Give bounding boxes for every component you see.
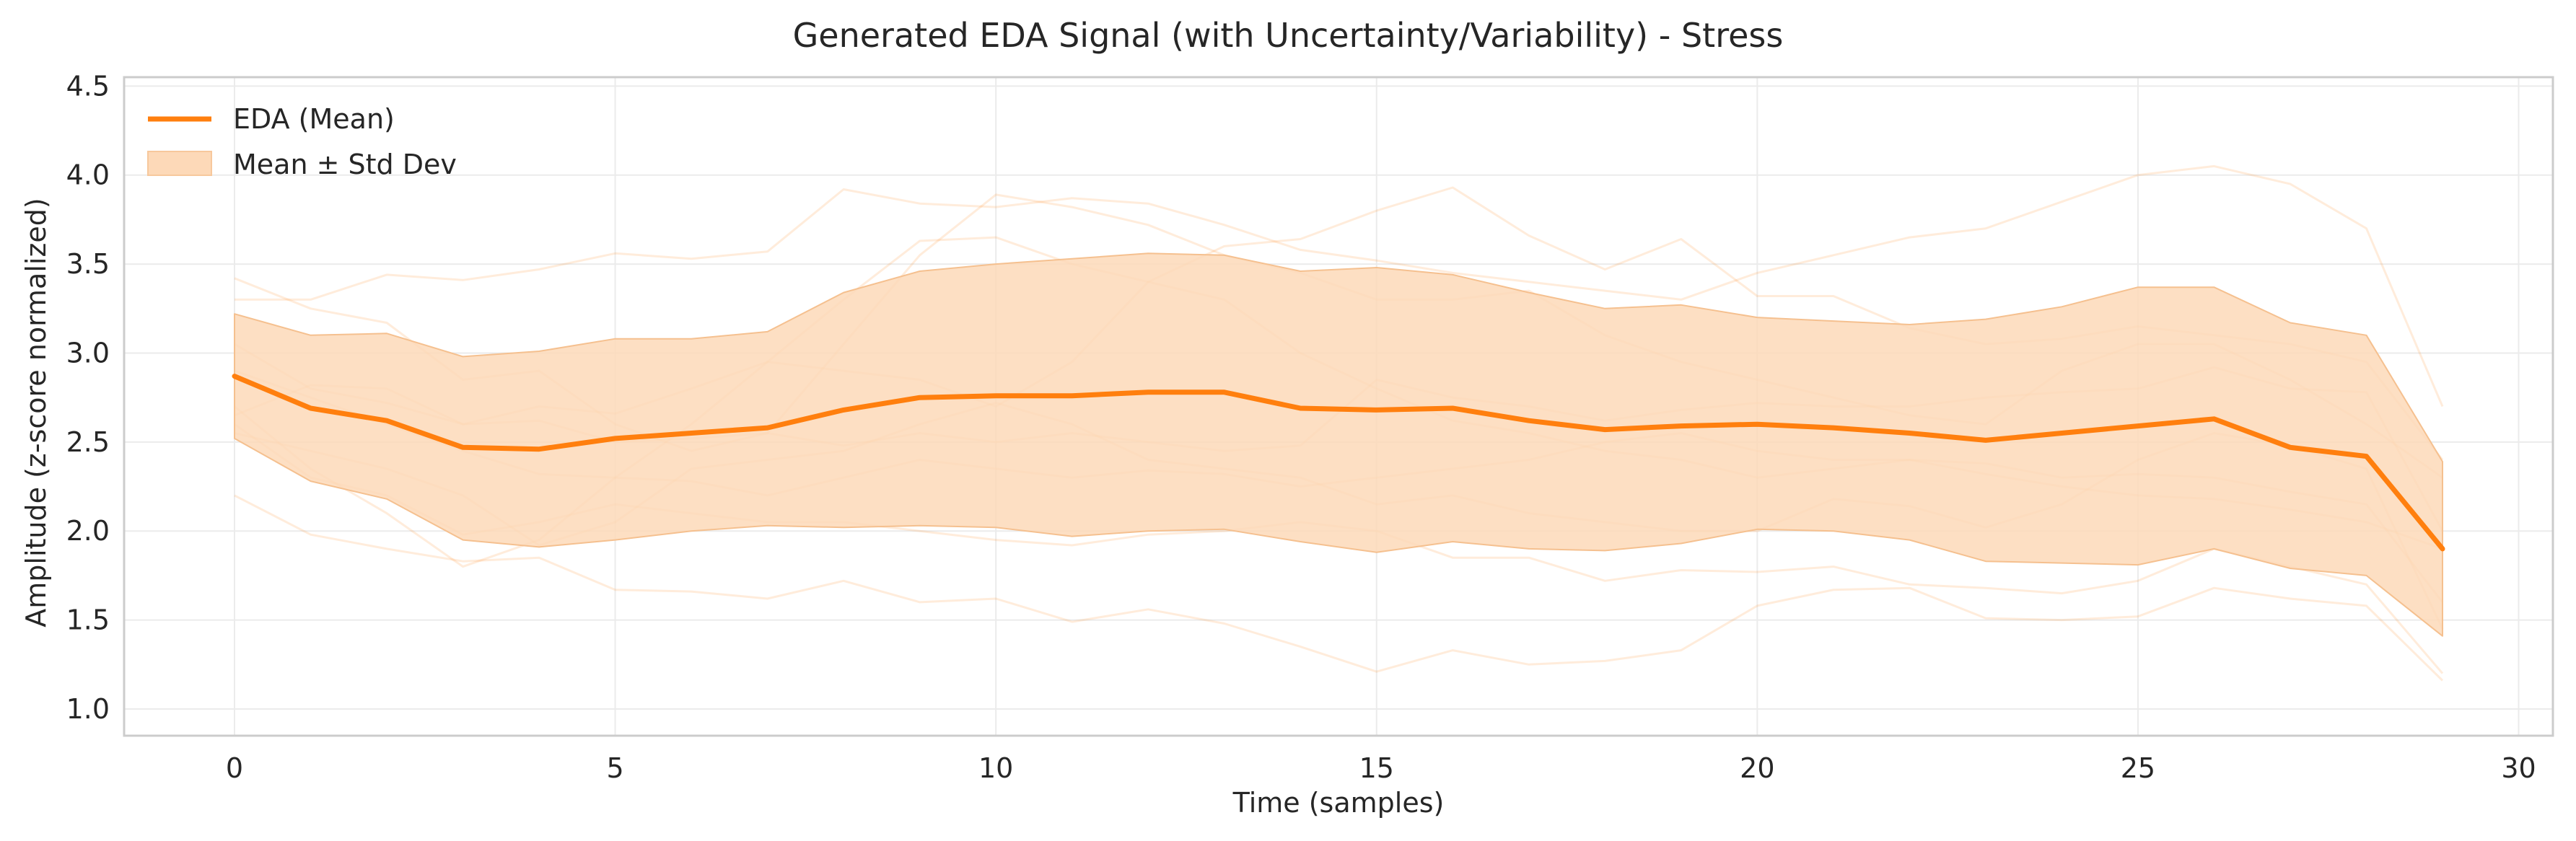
y-tick-label: 1.5 [66, 604, 110, 636]
sample-line [234, 494, 2444, 682]
x-tick-label: 25 [2121, 752, 2155, 784]
mean-line-layer [232, 374, 2445, 552]
std-band-layer [234, 252, 2443, 637]
y-tick-label: 2.5 [66, 426, 110, 458]
x-tick-label: 0 [226, 752, 243, 784]
legend-band-swatch [147, 151, 212, 176]
sample-line [235, 164, 2444, 408]
legend-mean-label: EDA (Mean) [233, 103, 395, 135]
x-tick-label: 20 [1740, 752, 1774, 784]
legend: EDA (Mean) Mean ± Std Dev [147, 103, 457, 180]
std-dev-band [234, 252, 2443, 637]
x-tick-label: 15 [1359, 752, 1394, 784]
y-tick-label: 1.0 [66, 693, 110, 725]
y-tick-label: 3.0 [66, 337, 110, 369]
x-tick-label: 10 [978, 752, 1013, 784]
y-tick-label: 3.5 [66, 248, 110, 280]
x-axis-title: Time (samples) [1232, 787, 1445, 819]
y-tick-label: 4.5 [66, 70, 110, 102]
y-tick-label: 2.0 [66, 515, 110, 547]
mean-line [232, 374, 2445, 552]
y-tick-label: 4.0 [66, 159, 110, 191]
y-axis-title: Amplitude (z-score normalized) [20, 198, 52, 627]
x-tick-label: 30 [2501, 752, 2536, 784]
tick-labels-layer: 0 5 10 15 20 25 30 1.0 1.5 2.0 2.5 3.0 3.5 4.0 4.5 [66, 70, 2536, 784]
x-tick-label: 5 [606, 752, 623, 784]
chart-title: Generated EDA Signal (with Uncertainty/V… [793, 16, 1784, 55]
plot-frame [123, 76, 2554, 737]
legend-band-label: Mean ± Std Dev [233, 149, 457, 180]
